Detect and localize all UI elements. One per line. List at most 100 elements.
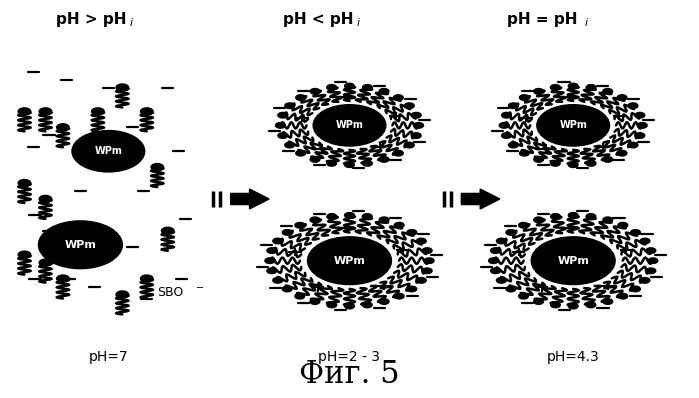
Circle shape xyxy=(394,150,403,156)
Circle shape xyxy=(568,303,578,309)
Circle shape xyxy=(278,112,288,118)
Circle shape xyxy=(586,214,596,219)
Circle shape xyxy=(345,162,354,168)
Circle shape xyxy=(310,299,320,304)
Circle shape xyxy=(394,222,404,228)
Circle shape xyxy=(295,293,305,299)
Circle shape xyxy=(603,157,612,162)
Circle shape xyxy=(519,222,528,228)
Circle shape xyxy=(140,275,153,282)
Circle shape xyxy=(310,88,320,94)
Circle shape xyxy=(284,103,294,109)
Circle shape xyxy=(417,277,426,283)
Circle shape xyxy=(282,230,292,235)
Circle shape xyxy=(379,299,389,304)
Circle shape xyxy=(491,248,500,254)
Circle shape xyxy=(534,217,544,222)
Circle shape xyxy=(39,108,52,115)
Circle shape xyxy=(379,88,389,94)
Circle shape xyxy=(308,237,391,285)
Circle shape xyxy=(617,150,627,156)
Circle shape xyxy=(345,83,354,89)
Text: WPm: WPm xyxy=(559,120,587,131)
Circle shape xyxy=(568,83,578,89)
Circle shape xyxy=(18,179,31,187)
Text: i: i xyxy=(356,18,359,28)
Circle shape xyxy=(648,258,658,263)
Circle shape xyxy=(640,238,650,244)
Text: WPm: WPm xyxy=(64,240,96,250)
Circle shape xyxy=(284,142,294,148)
Circle shape xyxy=(640,277,650,283)
Circle shape xyxy=(635,112,644,118)
Text: Фиг. 5: Фиг. 5 xyxy=(299,359,400,390)
Circle shape xyxy=(273,238,282,244)
Circle shape xyxy=(345,213,354,218)
Circle shape xyxy=(630,230,640,235)
Circle shape xyxy=(273,277,282,283)
Circle shape xyxy=(646,268,656,273)
Circle shape xyxy=(363,160,373,166)
Circle shape xyxy=(296,95,305,100)
Text: −: − xyxy=(196,283,204,293)
Circle shape xyxy=(586,302,596,308)
Circle shape xyxy=(534,299,544,304)
Circle shape xyxy=(345,303,354,309)
Circle shape xyxy=(499,123,509,128)
Circle shape xyxy=(635,133,644,139)
Circle shape xyxy=(506,286,516,292)
Text: pH=2 - 3: pH=2 - 3 xyxy=(319,350,380,364)
Circle shape xyxy=(282,286,292,292)
Text: i: i xyxy=(585,18,588,28)
Circle shape xyxy=(519,293,528,299)
Circle shape xyxy=(267,248,277,254)
Circle shape xyxy=(265,258,275,263)
Circle shape xyxy=(534,88,544,94)
Circle shape xyxy=(116,291,129,298)
Circle shape xyxy=(379,157,389,162)
Circle shape xyxy=(637,123,647,128)
Circle shape xyxy=(140,108,153,115)
Text: WPm: WPm xyxy=(94,146,122,156)
Circle shape xyxy=(161,227,174,234)
Text: WPm: WPm xyxy=(336,120,363,131)
Text: pH = pH: pH = pH xyxy=(507,12,577,27)
Circle shape xyxy=(502,112,512,118)
Circle shape xyxy=(18,108,31,115)
Circle shape xyxy=(496,238,506,244)
Circle shape xyxy=(407,286,417,292)
Circle shape xyxy=(326,85,336,90)
Circle shape xyxy=(551,302,561,308)
Circle shape xyxy=(405,103,415,109)
Circle shape xyxy=(603,217,612,222)
Circle shape xyxy=(551,214,561,219)
Circle shape xyxy=(407,230,417,235)
Circle shape xyxy=(537,105,610,146)
Circle shape xyxy=(92,108,104,115)
Circle shape xyxy=(422,268,432,273)
Circle shape xyxy=(496,277,506,283)
Circle shape xyxy=(411,112,421,118)
Circle shape xyxy=(411,133,421,139)
Circle shape xyxy=(628,103,638,109)
Circle shape xyxy=(313,105,386,146)
Circle shape xyxy=(394,95,403,100)
Text: pH < pH: pH < pH xyxy=(283,12,354,27)
Circle shape xyxy=(568,213,578,218)
Circle shape xyxy=(519,95,529,100)
Circle shape xyxy=(116,84,129,91)
Circle shape xyxy=(531,237,615,285)
Circle shape xyxy=(326,160,336,166)
Circle shape xyxy=(424,258,434,263)
Circle shape xyxy=(310,157,320,162)
Circle shape xyxy=(414,123,424,128)
Circle shape xyxy=(628,142,638,148)
Circle shape xyxy=(72,131,145,172)
Circle shape xyxy=(506,230,516,235)
Circle shape xyxy=(618,222,628,228)
Circle shape xyxy=(278,133,288,139)
Circle shape xyxy=(39,259,52,266)
Text: WPm: WPm xyxy=(557,256,589,266)
Circle shape xyxy=(275,123,285,128)
Circle shape xyxy=(295,222,305,228)
